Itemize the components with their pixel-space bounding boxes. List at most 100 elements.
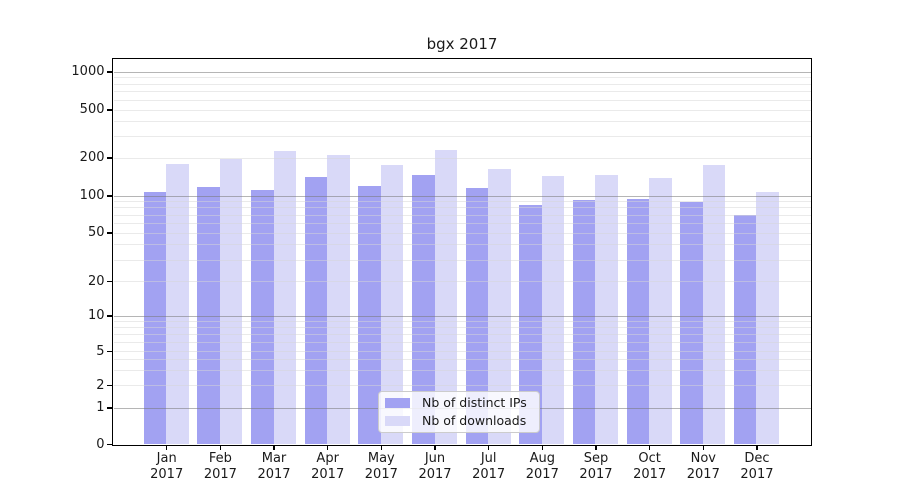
- x-tick-label: Apr 2017: [311, 451, 345, 482]
- legend-label: Nb of distinct IPs: [422, 395, 527, 411]
- bar-downloads: [702, 165, 726, 445]
- minor-gridline: [113, 91, 811, 93]
- y-tick-label: 500: [79, 102, 105, 117]
- legend-label: Nb of downloads: [422, 412, 527, 428]
- x-tick-mark: [487, 445, 490, 450]
- bar-ips: [358, 185, 381, 445]
- x-tick-mark: [756, 445, 758, 450]
- minor-gridline: [113, 214, 811, 216]
- x-tick-mark: [702, 445, 705, 450]
- y-tick-mark: [107, 407, 112, 409]
- minor-gridline: [113, 121, 811, 123]
- y-tick-mark: [107, 71, 112, 73]
- legend-swatch: [385, 415, 410, 426]
- x-tick-mark: [541, 445, 544, 450]
- x-tick-label: Oct 2017: [633, 451, 667, 482]
- minor-gridline: [113, 369, 811, 371]
- minor-gridline: [113, 281, 811, 282]
- x-tick-mark: [434, 445, 436, 450]
- major-gridline: [113, 71, 811, 73]
- bar-downloads: [166, 163, 189, 445]
- bar-ips: [519, 204, 542, 445]
- bar-downloads: [380, 165, 404, 445]
- bar-downloads: [488, 169, 511, 445]
- bar-ips: [733, 215, 757, 445]
- minor-gridline: [113, 385, 811, 386]
- y-tick-mark: [107, 350, 112, 353]
- y-tick-label: 1: [96, 400, 105, 415]
- minor-gridline: [113, 109, 811, 111]
- minor-gridline: [113, 259, 811, 261]
- minor-gridline: [113, 77, 811, 79]
- bar-ips: [304, 177, 328, 445]
- y-tick-label: 5: [96, 343, 105, 359]
- minor-gridline: [113, 351, 811, 352]
- bar-downloads: [595, 174, 618, 445]
- minor-gridline: [113, 83, 811, 85]
- x-tick-mark: [326, 445, 329, 450]
- x-tick-label: Jul 2017: [472, 451, 506, 482]
- minor-gridline: [113, 333, 811, 335]
- x-tick-label: Jan 2017: [150, 451, 184, 482]
- y-tick-mark: [107, 280, 112, 283]
- minor-gridline: [113, 136, 811, 138]
- x-tick-label: Mar 2017: [257, 451, 291, 482]
- minor-gridline: [113, 359, 811, 361]
- minor-gridline: [113, 341, 811, 343]
- x-tick-label: Feb 2017: [203, 451, 237, 482]
- y-tick-mark: [107, 443, 112, 446]
- legend-swatch: [385, 398, 410, 409]
- legend-row: Nb of downloads: [385, 413, 533, 429]
- major-gridline: [113, 315, 811, 317]
- y-tick-label: 200: [79, 150, 105, 165]
- y-tick-mark: [107, 315, 112, 317]
- bar-ips: [143, 192, 167, 445]
- bar-ips: [412, 174, 435, 445]
- bar-ips: [680, 201, 703, 445]
- y-tick-mark: [107, 195, 112, 197]
- y-tick-mark: [107, 157, 112, 159]
- x-tick-mark: [380, 445, 383, 450]
- minor-gridline: [113, 326, 811, 328]
- y-tick-label: 10: [87, 308, 105, 323]
- y-tick-mark: [107, 109, 112, 111]
- minor-gridline: [113, 157, 811, 159]
- legend-row: Nb of distinct IPs: [385, 395, 533, 411]
- y-tick-label: 0: [96, 436, 105, 452]
- minor-gridline: [113, 232, 811, 234]
- bar-downloads: [273, 150, 297, 445]
- x-tick-label: May 2017: [364, 451, 398, 482]
- minor-gridline: [113, 222, 811, 224]
- y-tick-label: 2: [96, 377, 105, 393]
- y-tick-label: 100: [79, 188, 105, 203]
- y-tick-mark: [107, 384, 112, 387]
- x-tick-mark: [165, 445, 168, 450]
- x-tick-mark: [648, 445, 651, 450]
- bar-downloads: [541, 176, 565, 445]
- x-tick-label: Nov 2017: [686, 451, 720, 482]
- x-tick-mark: [219, 445, 222, 450]
- bar-downloads: [219, 159, 243, 445]
- x-tick-mark: [273, 445, 275, 450]
- x-tick-label: Sep 2017: [579, 451, 613, 482]
- y-tick-mark: [107, 232, 112, 234]
- minor-gridline: [113, 207, 811, 209]
- bar-ips: [626, 199, 650, 445]
- bar-downloads: [649, 178, 672, 445]
- bar-downloads: [756, 191, 779, 445]
- y-tick-label: 50: [87, 225, 105, 240]
- major-gridline: [113, 195, 811, 197]
- x-tick-label: Jun 2017: [418, 451, 452, 482]
- legend: Nb of distinct IPs Nb of downloads: [378, 391, 540, 433]
- bar-ips: [251, 189, 274, 445]
- x-tick-label: Dec 2017: [740, 451, 774, 482]
- bar-downloads: [327, 154, 350, 445]
- minor-gridline: [113, 99, 811, 101]
- bar-ips: [572, 199, 596, 445]
- y-tick-label: 1000: [71, 64, 105, 79]
- minor-gridline: [113, 201, 811, 203]
- x-tick-label: Aug 2017: [525, 451, 559, 482]
- x-tick-mark: [595, 445, 597, 450]
- chart-title: bgx 2017: [426, 35, 498, 53]
